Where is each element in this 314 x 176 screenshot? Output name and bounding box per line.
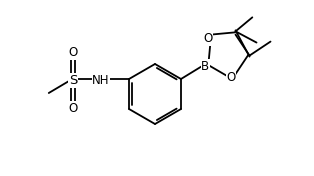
Text: O: O [203,32,213,45]
Text: S: S [69,74,77,87]
Text: O: O [68,102,78,115]
Text: NH: NH [92,74,110,87]
Text: O: O [226,71,236,84]
Text: B: B [201,60,209,73]
Text: O: O [68,46,78,59]
